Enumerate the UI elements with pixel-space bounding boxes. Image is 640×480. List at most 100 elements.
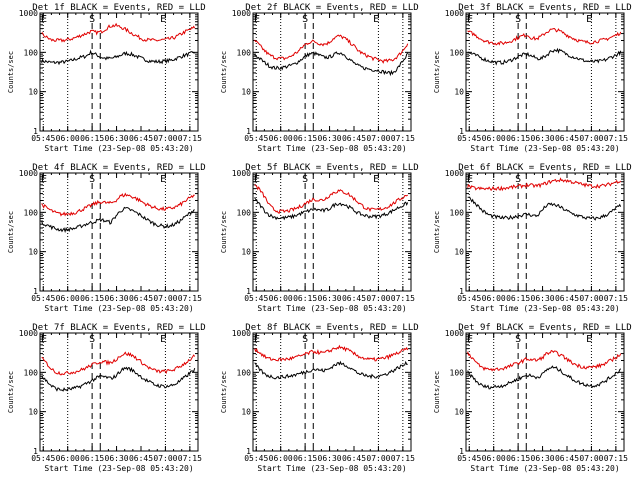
x-tick-label: 07:00	[579, 294, 603, 303]
x-tick-label: 06:15	[506, 134, 530, 143]
y-tick-label: 10	[28, 88, 38, 97]
chart-panel-3: Det 3f BLACK = Events, RED = LLD 1 10 100 10…	[433, 3, 632, 153]
x-tick-label: 06:00	[482, 134, 506, 143]
x-tick-label: 05:45	[457, 134, 481, 143]
chart-panel-5: Det 5f BLACK = Events, RED = LLD 1 10 100 10…	[220, 163, 419, 313]
phase-annotation: S	[302, 174, 308, 185]
phase-annotation: E	[467, 334, 473, 345]
series-line-lld	[41, 192, 195, 217]
series-line-lld	[254, 184, 409, 214]
phase-annotation: E	[160, 14, 166, 25]
y-tick-label: 100	[450, 208, 465, 217]
y-tick-label: 1	[459, 447, 464, 456]
series-line-lld	[467, 177, 622, 192]
y-tick-label: 100	[450, 368, 465, 377]
phase-annotation: E	[373, 174, 379, 185]
phase-annotation: E	[41, 14, 47, 25]
x-tick-label: 06:30	[318, 134, 342, 143]
phase-annotation: E	[254, 334, 260, 345]
x-tick-label: 05:45	[244, 134, 268, 143]
x-tick-label: 06:30	[105, 294, 129, 303]
y-tick-label: 10	[454, 408, 464, 417]
chart-title: Det 8f BLACK = Events, RED = LLD	[245, 323, 418, 333]
x-tick-label: 06:45	[129, 134, 153, 143]
x-tick-label: 06:00	[482, 454, 506, 463]
y-tick-label: 100	[24, 368, 39, 377]
chart-title: Det 5f BLACK = Events, RED = LLD	[245, 163, 418, 173]
x-tick-label: 07:00	[579, 454, 603, 463]
phase-annotation: S	[89, 14, 95, 25]
phase-annotation: E	[254, 174, 260, 185]
x-tick-label: 07:00	[153, 134, 177, 143]
chart-title: Det 3f BLACK = Events, RED = LLD	[458, 3, 631, 13]
series-line-lld	[467, 27, 622, 46]
series-line-events	[467, 196, 622, 221]
x-tick-label: 05:45	[31, 294, 55, 303]
chart-panel-1: Det 1f BLACK = Events, RED = LLD 1 10 100 10…	[7, 3, 206, 153]
x-axis-label: Start Time (23-Sep-08 05:43:20)	[470, 464, 619, 473]
x-tick-label: 06:30	[105, 454, 129, 463]
phase-annotation: S	[515, 334, 521, 345]
x-tick-label: 06:15	[80, 294, 104, 303]
x-tick-label: 05:45	[457, 294, 481, 303]
x-tick-label: 07:15	[391, 294, 415, 303]
y-tick-label: 1000	[19, 329, 38, 338]
y-axis-label: Counts/sec	[7, 51, 15, 93]
y-tick-label: 10	[241, 88, 251, 97]
phase-annotation: E	[41, 174, 47, 185]
phase-annotation: S	[515, 174, 521, 185]
phase-annotation: E	[373, 14, 379, 25]
x-tick-label: 07:00	[366, 134, 390, 143]
phase-annotation: S	[89, 174, 95, 185]
chart-title: Det 2f BLACK = Events, RED = LLD	[245, 3, 418, 13]
x-tick-label: 07:15	[178, 134, 202, 143]
plot-frame	[252, 12, 412, 132]
x-axis-label: Start Time (23-Sep-08 05:43:20)	[257, 144, 406, 153]
phase-annotation: E	[373, 334, 379, 345]
y-tick-label: 1000	[232, 9, 251, 18]
x-tick-label: 06:00	[269, 454, 293, 463]
y-tick-label: 10	[28, 248, 38, 257]
plot-frame	[39, 332, 199, 452]
chart-title: Det 9f BLACK = Events, RED = LLD	[458, 323, 631, 333]
x-tick-label: 05:45	[457, 454, 481, 463]
y-axis-label: Counts/sec	[433, 51, 441, 93]
x-tick-label: 06:15	[293, 294, 317, 303]
x-tick-label: 05:45	[244, 294, 268, 303]
y-tick-label: 1000	[445, 169, 464, 178]
y-tick-label: 1	[246, 127, 251, 136]
plot-frame	[465, 332, 625, 452]
y-tick-label: 100	[237, 368, 252, 377]
x-tick-label: 07:15	[604, 294, 628, 303]
phase-annotation: S	[302, 14, 308, 25]
x-tick-label: 07:00	[579, 134, 603, 143]
x-tick-label: 06:30	[105, 134, 129, 143]
x-tick-label: 07:15	[604, 454, 628, 463]
series-line-lld	[467, 349, 622, 372]
chart-title: Det 7f BLACK = Events, RED = LLD	[32, 323, 205, 333]
y-axis-label: Counts/sec	[433, 211, 441, 253]
x-tick-label: 06:15	[80, 134, 104, 143]
plot-frame	[465, 12, 625, 132]
y-tick-label: 1000	[19, 169, 38, 178]
y-tick-label: 10	[241, 248, 251, 257]
y-axis-label: Counts/sec	[220, 371, 228, 413]
chart-panel-9: Det 9f BLACK = Events, RED = LLD 1 10 100 10…	[433, 323, 632, 473]
x-axis-label: Start Time (23-Sep-08 05:43:20)	[44, 304, 193, 313]
phase-annotation: E	[467, 14, 473, 25]
y-tick-label: 1	[33, 127, 38, 136]
series-line-lld	[41, 351, 196, 376]
x-tick-label: 06:15	[293, 454, 317, 463]
y-tick-label: 1	[246, 287, 251, 296]
x-tick-label: 06:30	[531, 454, 555, 463]
x-tick-label: 06:45	[129, 454, 153, 463]
y-tick-label: 10	[454, 248, 464, 257]
x-tick-label: 07:00	[153, 294, 177, 303]
series-line-events	[467, 47, 622, 66]
plot-frame	[252, 172, 412, 292]
chart-title: Det 6f BLACK = Events, RED = LLD	[458, 163, 631, 173]
phase-annotation: E	[467, 174, 473, 185]
x-axis-label: Start Time (23-Sep-08 05:43:20)	[470, 304, 619, 313]
x-axis-label: Start Time (23-Sep-08 05:43:20)	[44, 144, 193, 153]
